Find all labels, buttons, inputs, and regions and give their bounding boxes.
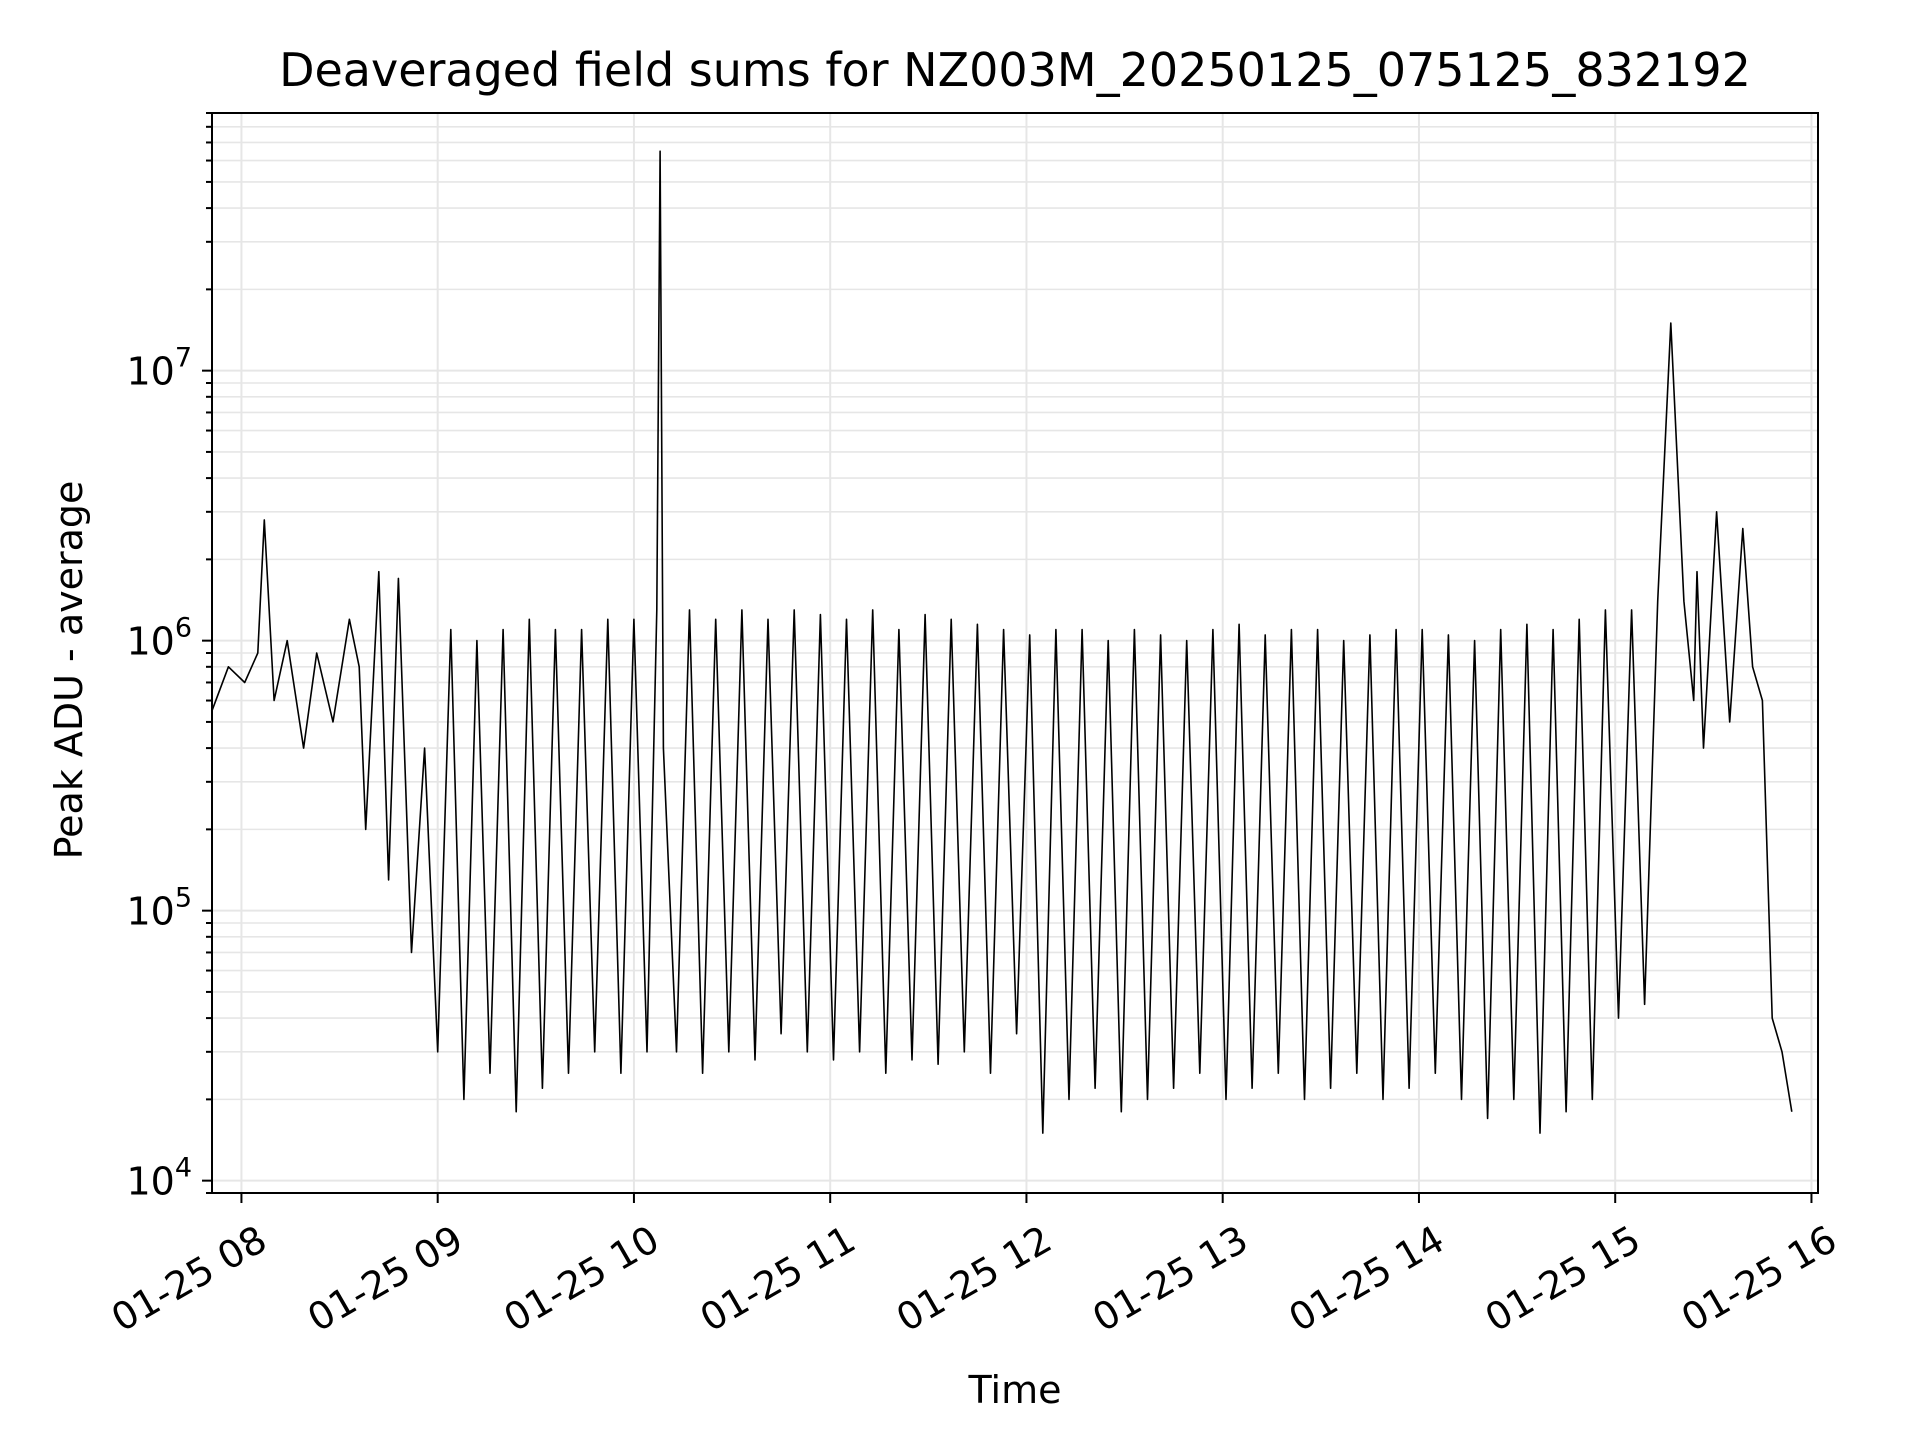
y-tick-exponent: 6 [175, 613, 192, 644]
y-tick-label: 104 [126, 1153, 192, 1204]
y-tick-base: 10 [126, 890, 174, 934]
series-line [211, 150, 1793, 1134]
y-tick-base: 10 [126, 620, 174, 664]
y-tick-base: 10 [126, 1160, 174, 1204]
y-tick-base: 10 [126, 350, 174, 394]
y-tick-exponent: 7 [175, 343, 192, 374]
y-axis-label: Peak ADU - average [47, 481, 91, 860]
y-tick-exponent: 4 [175, 1153, 192, 1184]
y-tick-label: 107 [126, 343, 192, 394]
y-tick-exponent: 5 [175, 883, 192, 914]
y-tick-label: 105 [126, 883, 192, 934]
chart-title: Deaveraged field sums for NZ003M_2025012… [279, 43, 1751, 97]
y-tick-label: 106 [126, 613, 192, 664]
x-axis-label: Time [968, 1368, 1062, 1412]
